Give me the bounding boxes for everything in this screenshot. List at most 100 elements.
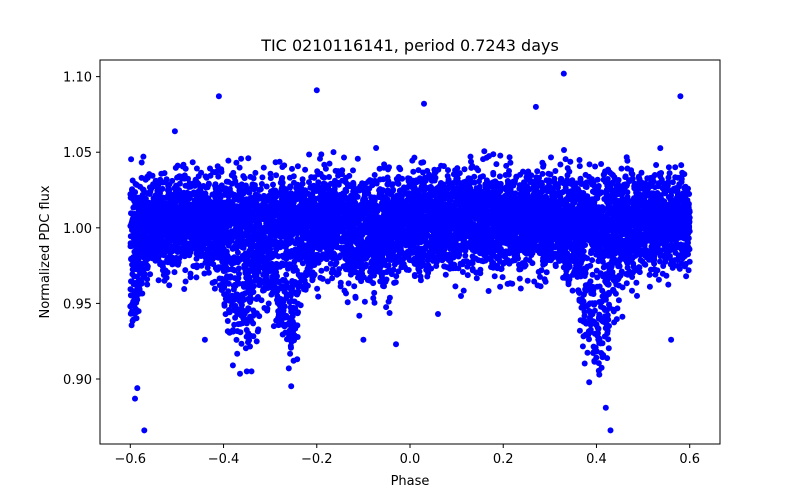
data-point	[565, 281, 572, 288]
data-point	[171, 185, 178, 192]
data-point	[499, 274, 506, 281]
data-point	[424, 273, 431, 280]
data-point	[497, 152, 504, 159]
data-point	[393, 273, 400, 280]
data-point	[245, 155, 252, 162]
data-point	[581, 360, 588, 367]
data-point	[355, 274, 361, 281]
data-point	[524, 277, 531, 284]
data-point	[395, 268, 402, 275]
data-point	[605, 166, 612, 173]
data-point	[195, 173, 202, 180]
data-point	[294, 163, 301, 170]
data-point	[330, 149, 337, 156]
data-point	[477, 266, 484, 273]
data-point	[415, 167, 422, 174]
data-point	[503, 162, 510, 169]
data-point	[576, 157, 583, 163]
data-point	[369, 182, 376, 189]
data-point	[485, 288, 492, 294]
data-point	[182, 278, 189, 285]
data-point	[281, 162, 288, 169]
data-point	[279, 175, 286, 181]
data-point	[569, 287, 576, 294]
data-point	[350, 167, 356, 174]
data-point	[326, 174, 332, 180]
data-point	[253, 338, 260, 345]
data-point	[417, 273, 424, 280]
data-point	[685, 267, 692, 274]
data-point	[326, 160, 333, 167]
data-point	[590, 287, 597, 294]
data-point	[463, 258, 470, 265]
data-points	[127, 70, 693, 434]
data-point	[238, 340, 245, 347]
data-point	[231, 275, 238, 282]
data-point	[225, 157, 232, 164]
data-point	[287, 350, 294, 357]
data-point	[672, 164, 679, 171]
data-point	[539, 184, 546, 191]
data-point	[236, 270, 242, 277]
data-point	[155, 277, 162, 284]
data-point	[666, 170, 673, 177]
data-point	[561, 147, 567, 153]
data-point	[506, 154, 513, 161]
data-point	[685, 244, 692, 251]
data-point	[576, 327, 583, 334]
data-point	[306, 151, 313, 158]
data-point	[619, 313, 626, 320]
data-point	[237, 370, 243, 377]
data-point	[564, 165, 571, 172]
data-point	[158, 170, 165, 177]
data-point	[233, 159, 240, 166]
data-point	[386, 310, 393, 316]
data-point	[370, 295, 377, 302]
data-point	[586, 161, 593, 168]
data-point	[540, 163, 547, 170]
data-point	[205, 269, 212, 276]
data-point	[260, 164, 267, 171]
data-point	[653, 162, 660, 168]
data-point	[209, 279, 216, 286]
data-point	[215, 173, 222, 180]
data-point	[360, 274, 367, 281]
chart-title: TIC 0210116141, period 0.7243 days	[260, 36, 559, 55]
data-point	[459, 269, 466, 275]
data-point	[233, 336, 240, 343]
data-point	[128, 156, 135, 163]
data-point	[267, 175, 274, 182]
data-point	[594, 274, 601, 281]
data-point	[537, 273, 543, 280]
data-point	[445, 167, 451, 174]
data-point	[236, 164, 243, 171]
data-point	[265, 300, 272, 307]
data-point	[336, 266, 343, 273]
data-point	[341, 154, 347, 161]
data-point	[581, 312, 588, 319]
data-point	[371, 299, 378, 306]
data-point	[356, 312, 363, 319]
data-point	[371, 172, 378, 178]
data-point	[383, 304, 390, 311]
data-point	[171, 128, 178, 135]
data-point	[354, 155, 361, 162]
data-point	[680, 242, 687, 249]
data-point	[327, 260, 334, 267]
data-point	[261, 305, 268, 311]
data-point	[193, 165, 200, 172]
data-point	[623, 280, 630, 287]
data-point	[351, 283, 358, 290]
data-point	[630, 263, 637, 270]
data-point	[344, 299, 351, 306]
data-point	[193, 274, 200, 281]
data-point	[259, 174, 266, 181]
data-point	[584, 349, 591, 356]
data-point	[665, 164, 672, 171]
data-point	[304, 190, 311, 197]
data-point	[321, 174, 328, 181]
data-point	[651, 266, 658, 273]
data-point	[594, 176, 601, 183]
